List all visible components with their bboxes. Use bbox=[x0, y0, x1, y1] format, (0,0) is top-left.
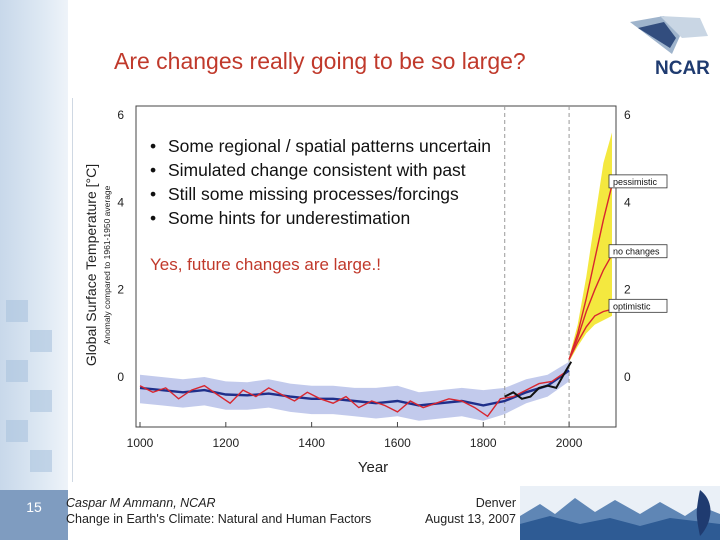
bullet-list: Some regional / spatial patterns uncerta… bbox=[148, 134, 491, 230]
annotation-box bbox=[608, 298, 668, 313]
slide-decoration-strip bbox=[0, 0, 68, 490]
x-tick-label: 2000 bbox=[556, 436, 583, 450]
annotation-label: no changes bbox=[613, 247, 660, 257]
annotation-box bbox=[608, 244, 668, 259]
footer-talk-title: Change in Earth's Climate: Natural and H… bbox=[66, 512, 372, 526]
y-tick-label-right: 0 bbox=[624, 370, 631, 384]
decor-tile bbox=[6, 360, 28, 382]
decor-tile bbox=[30, 330, 52, 352]
annotation-label: pessimistic bbox=[613, 177, 658, 187]
x-tick-label: 1400 bbox=[298, 436, 325, 450]
conclusion-text: Yes, future changes are large.! bbox=[150, 255, 381, 274]
y-axis-label: Global Surface Temperature [°C] bbox=[83, 164, 99, 366]
decor-tile bbox=[30, 450, 52, 472]
x-tick-label: 1000 bbox=[127, 436, 154, 450]
y-tick-label-right: 2 bbox=[624, 283, 631, 297]
pessimistic-projection-line bbox=[568, 184, 613, 360]
decor-tile bbox=[30, 390, 52, 412]
footer-author: Caspar M Ammann, NCAR bbox=[66, 496, 216, 510]
y-tick-label: 6 bbox=[117, 108, 124, 122]
y-tick-label-right: 4 bbox=[624, 195, 631, 209]
observations-line bbox=[504, 361, 573, 400]
bullet-item: Some regional / spatial patterns uncerta… bbox=[148, 134, 491, 158]
annotation-box bbox=[608, 174, 668, 189]
y-axis-sublabel: Anomaly compared to 1961-1950 average bbox=[102, 185, 112, 344]
scenario-range-band bbox=[569, 132, 612, 362]
no-changes-projection-line bbox=[568, 254, 613, 360]
plot-frame bbox=[135, 105, 617, 428]
bullet-item: Still some missing processes/forcings bbox=[148, 182, 491, 206]
logo-text: NCAR bbox=[655, 58, 710, 79]
x-tick-label: 1800 bbox=[470, 436, 497, 450]
slide-title: Are changes really going to be so large? bbox=[114, 48, 526, 74]
mountain-landscape-icon bbox=[520, 486, 720, 540]
decor-tile bbox=[6, 300, 28, 322]
annotation-label: optimistic bbox=[613, 301, 651, 311]
optimistic-projection-line bbox=[568, 308, 613, 360]
x-tick-label: 1200 bbox=[212, 436, 239, 450]
slide-number: 15 bbox=[0, 490, 68, 540]
x-tick-label: 1600 bbox=[384, 436, 411, 450]
footer-date: August 13, 2007 bbox=[424, 512, 516, 526]
reconstruction-line bbox=[139, 372, 566, 418]
bullet-item: Simulated change consistent with past bbox=[148, 158, 491, 182]
y-tick-label: 4 bbox=[117, 195, 124, 209]
x-axis-label: Year bbox=[358, 459, 388, 476]
y-tick-label-right: 6 bbox=[624, 108, 631, 122]
decor-tile bbox=[6, 420, 28, 442]
footer-location: Denver bbox=[475, 496, 516, 510]
model-uncertainty-band bbox=[140, 361, 570, 421]
ncar-logo-icon bbox=[630, 16, 708, 54]
bullet-item: Some hints for underestimation bbox=[148, 206, 491, 230]
y-tick-label: 0 bbox=[117, 370, 124, 384]
y-tick-label: 2 bbox=[117, 283, 124, 297]
